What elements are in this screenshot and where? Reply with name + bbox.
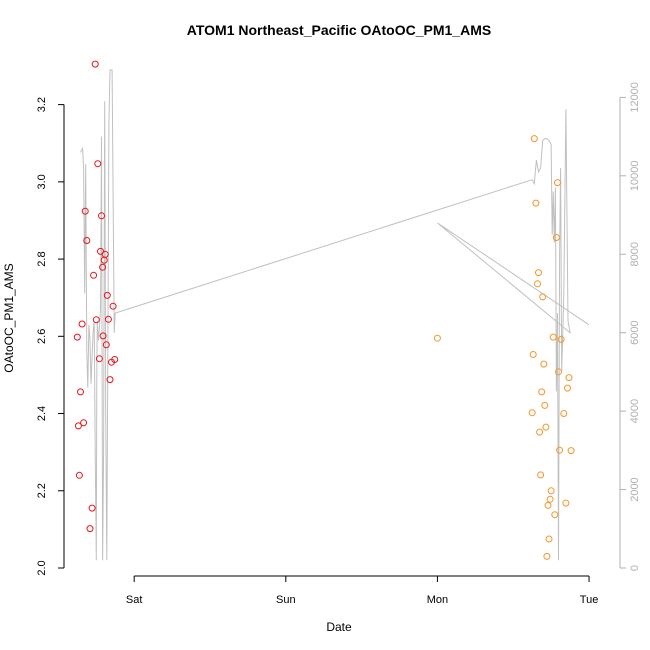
y-tick-label-1: 2.2 xyxy=(36,483,48,498)
data-point-1-26 xyxy=(560,410,568,417)
data-point-1-16 xyxy=(545,535,553,543)
x-tick-label-2: Mon xyxy=(427,594,448,606)
y-tick-label-2: 2.4 xyxy=(36,406,48,421)
y2-tick-label-1: 2000 xyxy=(629,477,641,501)
y-tick-label-6: 3.2 xyxy=(36,97,48,112)
data-point-0-8 xyxy=(86,525,94,533)
axes: Sat Sun Mon Tue 2.0 2.2 2.4 2.6 2.8 3.0 3.2 0 2000 40… xyxy=(36,82,641,606)
y-tick-label-4: 2.8 xyxy=(36,251,48,266)
data-point-1-20 xyxy=(551,511,559,519)
data-point-1-6 xyxy=(535,269,542,277)
data-point-1-0 xyxy=(433,334,441,342)
x-axis-label: Date xyxy=(326,620,352,634)
data-point-1-30 xyxy=(567,447,575,455)
y2-tick-label-0: 0 xyxy=(629,565,641,571)
data-point-1-15 xyxy=(544,501,552,509)
y2-tick-label-2: 4000 xyxy=(629,399,641,423)
data-point-1-19 xyxy=(549,333,557,341)
data-point-0-2 xyxy=(75,471,83,479)
y2-tick-label-5: 10000 xyxy=(629,161,641,192)
data-point-0-11 xyxy=(91,60,99,68)
data-point-1-14 xyxy=(543,552,551,560)
data-point-0-27 xyxy=(111,356,119,363)
data-point-0-12 xyxy=(92,316,100,324)
data-point-1-28 xyxy=(564,384,571,392)
data-point-1-1 xyxy=(528,409,536,417)
data-point-1-24 xyxy=(556,446,564,454)
y2-series-line-0 xyxy=(80,69,590,561)
x-tick-label-3: Tue xyxy=(580,594,599,606)
y2-tick-label-4: 8000 xyxy=(629,242,641,266)
data-point-1-3 xyxy=(530,135,538,143)
data-points xyxy=(73,60,575,560)
data-point-1-12 xyxy=(541,401,549,409)
data-point-0-0 xyxy=(73,333,81,341)
data-point-1-29 xyxy=(565,374,573,382)
data-point-1-22 xyxy=(554,179,561,187)
x-tick-label-0: Sat xyxy=(126,594,143,606)
chart-title: ATOM1 Northeast_Pacific OAtoOC_PM1_AMS xyxy=(187,22,491,38)
data-point-0-16 xyxy=(98,212,105,220)
data-point-1-27 xyxy=(562,499,570,507)
data-point-0-22 xyxy=(103,291,111,299)
data-point-0-26 xyxy=(109,302,117,310)
data-point-0-13 xyxy=(94,160,102,168)
y2-tick-label-6: 12000 xyxy=(629,82,641,113)
data-point-1-4 xyxy=(532,199,540,207)
data-point-0-14 xyxy=(95,355,103,363)
data-point-1-11 xyxy=(540,360,548,368)
data-point-0-1 xyxy=(74,422,82,430)
y2-series xyxy=(80,69,590,561)
data-point-1-7 xyxy=(536,428,544,436)
data-point-1-18 xyxy=(547,487,555,495)
data-point-1-9 xyxy=(538,388,546,396)
data-point-1-23 xyxy=(555,368,562,376)
data-point-0-21 xyxy=(102,341,110,349)
data-point-0-17 xyxy=(99,263,107,271)
data-point-1-13 xyxy=(542,423,550,431)
data-point-0-5 xyxy=(80,419,88,427)
data-point-1-10 xyxy=(539,293,547,301)
data-point-0-7 xyxy=(83,237,91,244)
data-point-0-3 xyxy=(77,388,84,396)
data-point-1-5 xyxy=(534,280,541,288)
data-point-0-24 xyxy=(106,376,114,384)
data-point-1-8 xyxy=(537,471,545,479)
data-point-0-6 xyxy=(81,207,89,215)
x-tick-label-1: Sun xyxy=(276,594,296,606)
data-point-1-25 xyxy=(557,335,565,343)
data-point-0-9 xyxy=(88,504,96,512)
data-point-1-17 xyxy=(546,495,554,503)
y-tick-label-0: 2.0 xyxy=(36,560,48,575)
data-point-0-20 xyxy=(101,250,109,258)
y2-tick-label-3: 6000 xyxy=(629,320,641,344)
y-axis-label: OAtoOC_PM1_AMS xyxy=(2,263,16,372)
data-point-1-21 xyxy=(552,234,560,241)
data-point-0-10 xyxy=(90,271,98,279)
data-point-0-23 xyxy=(104,315,112,323)
data-point-1-2 xyxy=(529,351,537,358)
y-tick-label-3: 2.6 xyxy=(36,329,48,344)
data-point-0-18 xyxy=(99,332,107,340)
data-point-0-4 xyxy=(78,320,86,328)
y-tick-label-5: 3.0 xyxy=(36,174,48,189)
